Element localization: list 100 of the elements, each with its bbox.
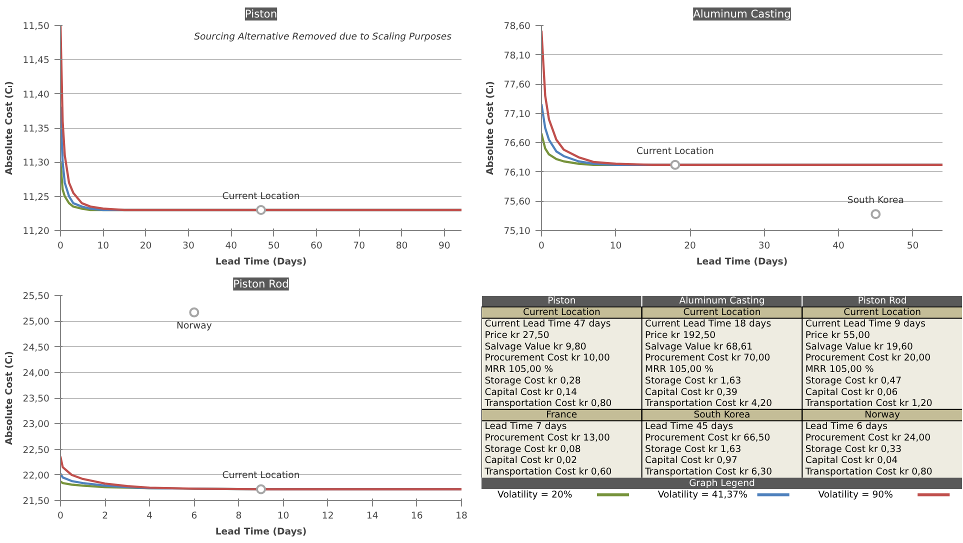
- text: Capital Cost kr 0,39: [645, 386, 738, 398]
- text: Current Lead Time 9 days: [805, 318, 926, 330]
- y-tick-label: 22,00: [22, 470, 50, 482]
- text: Capital Cost kr 0,06: [805, 386, 898, 398]
- y-tick-label: 25,00: [22, 316, 50, 328]
- y-axis-title: Absolute Cost (Cₗ): [4, 81, 15, 175]
- y-tick-label: 11,35: [22, 124, 50, 134]
- x-tick-label: 4: [146, 510, 153, 522]
- x-tick-label: 50: [906, 240, 919, 252]
- text: MRR 105,00 %: [645, 364, 714, 376]
- text: Transportation Cost kr 4,20: [644, 398, 772, 410]
- x-tick-label: 50: [268, 240, 280, 252]
- text: Capital Cost kr 0,14: [484, 386, 578, 398]
- y-axis-title: Absolute Cost (Cₗ): [484, 81, 496, 175]
- y-tick-label: 21,50: [22, 496, 50, 507]
- text: Procurement Cost kr 10,00: [484, 352, 610, 364]
- text: Capital Cost kr 0,02: [484, 455, 578, 466]
- text: Volatility = 90%: [818, 489, 894, 500]
- text: Current Lead Time 47 days: [484, 318, 611, 330]
- text: MRR 105,00 %: [484, 364, 554, 376]
- y-tick-label: 11,25: [22, 192, 50, 203]
- annotation: Current Location: [222, 470, 300, 482]
- x-tick-label: 12: [322, 510, 334, 522]
- text: Volatility = 20%: [498, 489, 572, 500]
- text: Procurement Cost kr 24,00: [805, 432, 931, 444]
- x-tick-label: 0: [538, 240, 545, 252]
- y-tick-label: 23,50: [22, 394, 50, 404]
- text: Current Lead Time 18 days: [645, 318, 772, 330]
- text: Storage Cost kr 1,63: [645, 375, 742, 386]
- y-tick-label: 75,10: [504, 226, 531, 237]
- text: Transportation Cost kr 0,80: [804, 466, 932, 478]
- x-tick-label: 14: [366, 510, 378, 522]
- x-axis-title: Lead Time (Days): [215, 256, 307, 268]
- text: Transportation Cost kr 0,80: [484, 398, 612, 410]
- y-tick-label: 11,20: [22, 226, 50, 237]
- x-tick-label: 30: [182, 240, 194, 252]
- y-tick-label: 76,60: [504, 138, 531, 150]
- text: Capital Cost kr 0,04: [805, 455, 898, 466]
- x-tick-label: 40: [832, 240, 845, 252]
- x-tick-label: 10: [97, 240, 110, 252]
- y-tick-label: 25,50: [22, 291, 50, 302]
- text: Lead Time 6 days: [805, 420, 888, 432]
- x-tick-label: 0: [58, 510, 64, 522]
- y-tick-label: 77,60: [504, 80, 531, 91]
- text: Storage Cost kr 0,08: [484, 444, 581, 455]
- x-axis-title: Lead Time (Days): [215, 526, 307, 538]
- text: MRR 105,00 %: [805, 364, 874, 376]
- y-tick-label: 24,00: [22, 368, 50, 379]
- y-axis-title: Absolute Cost (Cₗ): [4, 351, 15, 445]
- y-tick-label: 11,50: [22, 21, 50, 32]
- y-tick-label: 11,45: [22, 55, 50, 66]
- chart-title: Piston Rod: [233, 278, 289, 290]
- x-tick-label: 20: [684, 240, 696, 252]
- x-tick-label: 20: [140, 240, 152, 252]
- line-series: [542, 30, 942, 166]
- y-tick-label: 78,60: [504, 21, 531, 32]
- annotation: Norway: [176, 320, 212, 332]
- text: Storage Cost kr 1,63: [645, 444, 742, 455]
- x-tick-label: 60: [310, 240, 322, 252]
- text: Salvage Value kr 19,60: [805, 341, 914, 352]
- text: Lead Time 7 days: [484, 420, 567, 432]
- x-tick-label: 80: [396, 240, 408, 252]
- annotation: Current Location: [222, 191, 300, 202]
- text: Price kr 192,50: [645, 330, 716, 341]
- text: Storage Cost kr 0,47: [805, 375, 902, 386]
- y-tick-label: 78,10: [504, 50, 531, 62]
- y-tick-label: 23,00: [22, 419, 50, 430]
- category-label: Piston: [548, 296, 576, 307]
- text: Salvage Value kr 9,80: [484, 341, 586, 352]
- x-tick-label: 30: [758, 240, 770, 252]
- chart-title: Piston: [244, 8, 278, 20]
- x-tick-label: 70: [353, 240, 366, 252]
- text: Storage Cost kr 0,28: [484, 375, 581, 386]
- y-tick-label: 24,50: [22, 342, 50, 354]
- y-tick-label: 11,40: [22, 89, 50, 100]
- text: Capital Cost kr 0,97: [645, 455, 738, 466]
- y-tick-label: 77,10: [504, 108, 531, 120]
- y-tick-label: 11,30: [22, 158, 50, 169]
- text: Price kr 55,00: [805, 330, 870, 341]
- annotation: South Korea: [847, 195, 904, 206]
- text: Transportation Cost kr 1,20: [804, 398, 932, 410]
- line-series: [60, 26, 462, 212]
- chart-title: Aluminum Casting: [693, 8, 791, 20]
- text: Transportation Cost kr 6,30: [644, 466, 772, 478]
- x-tick-label: 10: [610, 240, 622, 252]
- text: Price kr 27,50: [484, 330, 550, 341]
- legend-title: Graph Legend: [689, 478, 755, 489]
- x-tick-label: 0: [58, 240, 64, 252]
- category-label: Aluminum Casting: [679, 296, 765, 307]
- text: Salvage Value kr 68,61: [645, 341, 753, 352]
- text: Current Location: [683, 307, 761, 318]
- text: Lead Time 45 days: [645, 420, 734, 432]
- x-tick-label: 8: [236, 510, 242, 522]
- x-tick-label: 6: [191, 510, 198, 522]
- text: Procurement Cost kr 66,50: [645, 432, 770, 444]
- x-tick-label: 10: [277, 510, 290, 522]
- y-tick-label: 76,10: [504, 167, 531, 178]
- text: Procurement Cost kr 70,00: [645, 352, 770, 364]
- text: Current Location: [844, 307, 922, 318]
- x-tick-label: 18: [456, 510, 468, 522]
